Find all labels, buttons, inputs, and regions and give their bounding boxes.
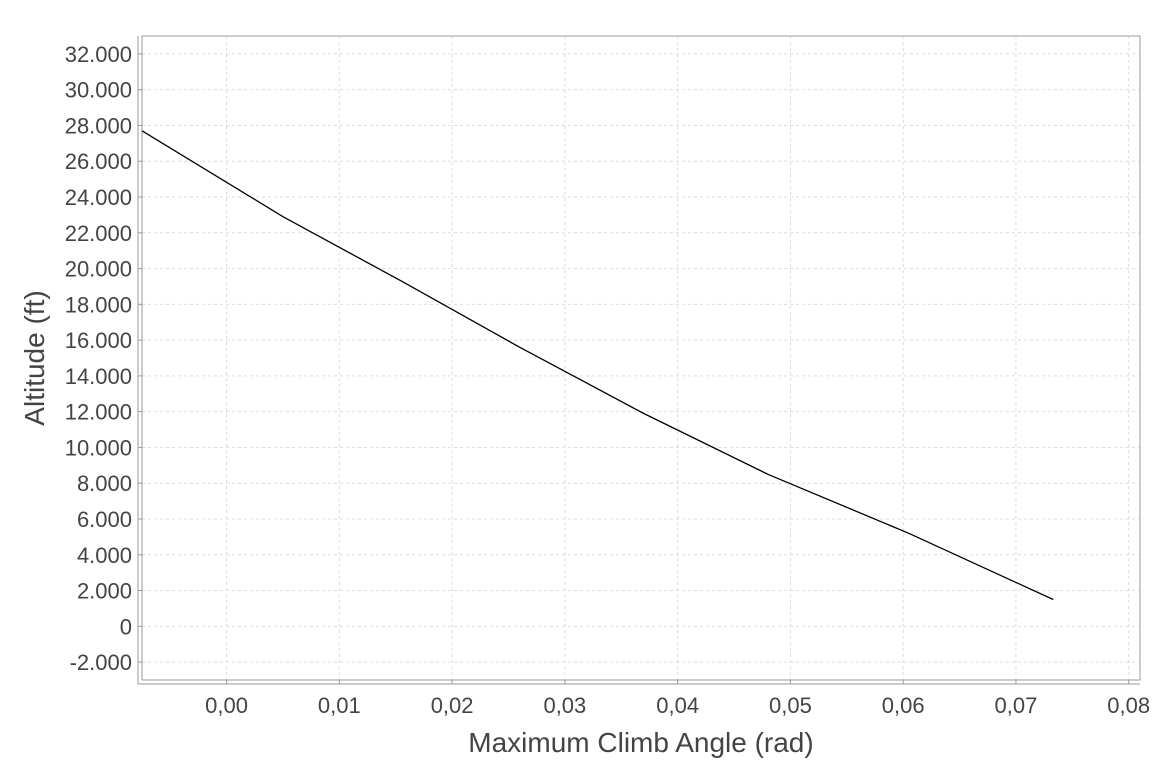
- x-tick-label: 0,01: [318, 693, 361, 718]
- y-tick-label: 20.000: [65, 257, 132, 282]
- x-tick-label: 0,07: [995, 693, 1038, 718]
- y-tick-label: 18.000: [65, 292, 132, 317]
- y-tick-label: -2.000: [70, 650, 132, 675]
- x-tick-label: 0,05: [769, 693, 812, 718]
- y-tick-label: 4.000: [77, 543, 132, 568]
- y-tick-label: 2.000: [77, 579, 132, 604]
- y-tick-label: 8.000: [77, 471, 132, 496]
- y-tick-label: 10.000: [65, 435, 132, 460]
- y-tick-label: 28.000: [65, 113, 132, 138]
- y-tick-label: 0: [120, 614, 132, 639]
- plot-area-frame: [141, 35, 1141, 681]
- x-tick-label: 0,06: [882, 693, 925, 718]
- y-axis-title: Altitude (ft): [19, 290, 50, 425]
- axes: [137, 36, 1140, 685]
- y-tick-label: 22.000: [65, 221, 132, 246]
- y-tick-label: 16.000: [65, 328, 132, 353]
- y-tick-label: 14.000: [65, 364, 132, 389]
- y-tick-label: 24.000: [65, 185, 132, 210]
- x-axis-title: Maximum Climb Angle (rad): [468, 727, 813, 758]
- x-tick-label: 0,02: [431, 693, 474, 718]
- x-tick-label: 0,04: [656, 693, 699, 718]
- y-tick-label: 26.000: [65, 149, 132, 174]
- x-tick-label: 0,00: [205, 693, 248, 718]
- x-tick-label: 0,03: [543, 693, 586, 718]
- y-tick-label: 32.000: [65, 42, 132, 67]
- y-tick-label: 6.000: [77, 507, 132, 532]
- tick-labels: -2.000 0 2.000 4.000 6.000 8.000 10.000 12.000 1…: [65, 42, 1150, 718]
- y-tick-label: 12.000: [65, 400, 132, 425]
- series-lines: [141, 130, 1054, 601]
- x-tick-label: 0,08: [1107, 693, 1150, 718]
- series-line: [141, 130, 1054, 601]
- y-tick-label: 30.000: [65, 78, 132, 103]
